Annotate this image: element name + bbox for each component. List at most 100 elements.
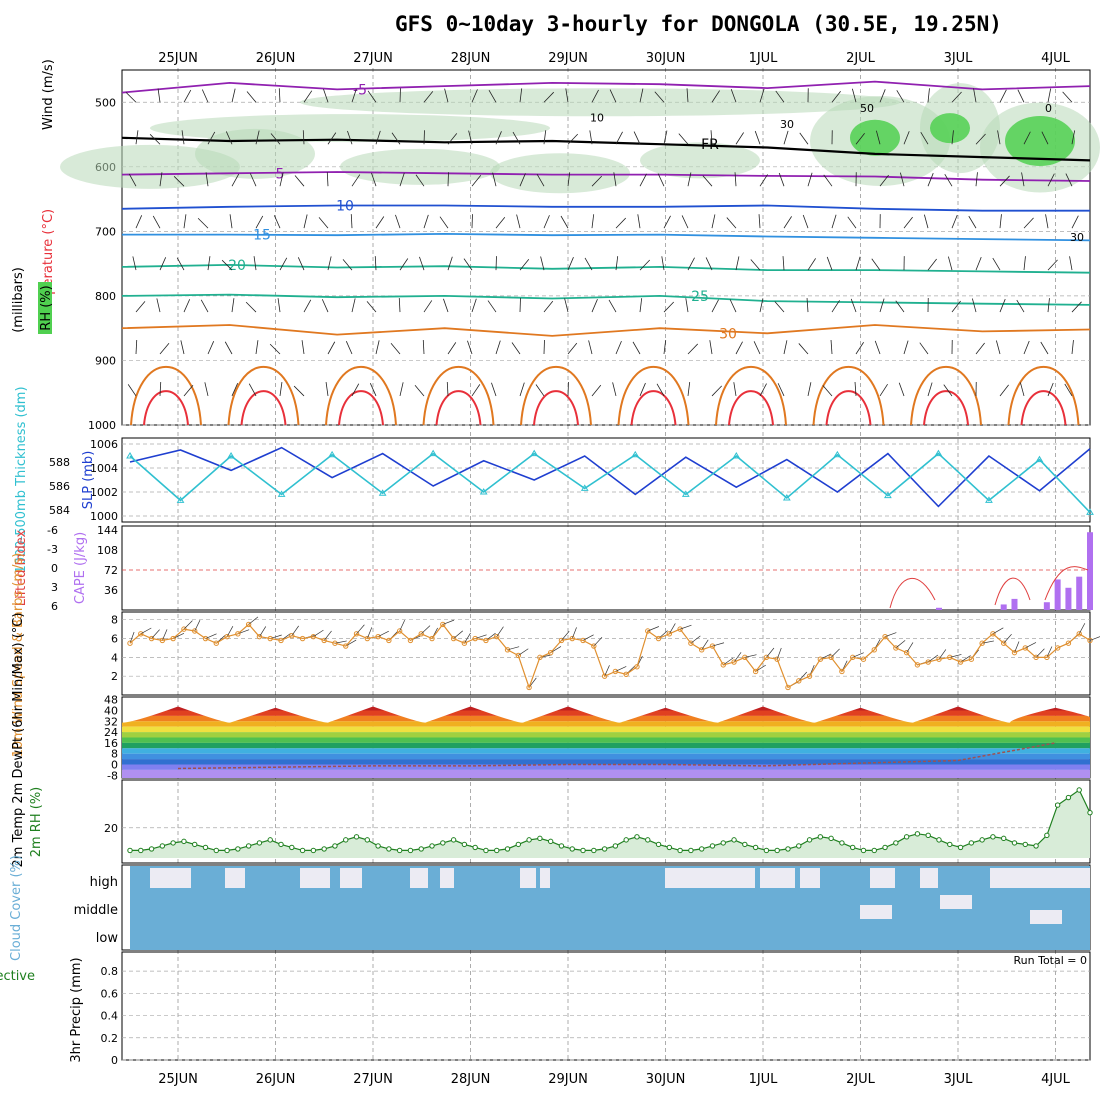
cloud-gap-high — [150, 868, 178, 888]
wind-barb — [135, 301, 146, 313]
ylabel-precip-total: Total / Rain Convective — [0, 969, 35, 984]
slp-tick-label: 1004 — [90, 462, 118, 475]
wind-barb — [830, 340, 833, 355]
wind-barb — [903, 216, 913, 229]
thickness-line — [129, 452, 1091, 513]
isotherm-40 — [825, 390, 872, 426]
date-label-top: 3JUL — [944, 51, 974, 66]
wind10m-barb — [1089, 636, 1100, 641]
wind-barb — [157, 88, 161, 103]
rh2m-point — [666, 844, 673, 851]
wind-barb — [278, 88, 281, 103]
date-label-top: 1JUL — [749, 51, 779, 66]
wind-barb — [399, 258, 409, 271]
wind-barb — [807, 172, 813, 187]
rh2m-point — [375, 843, 381, 849]
wind-barb — [255, 215, 264, 229]
rh-high-shading — [1005, 116, 1075, 166]
wind-barb — [637, 214, 641, 229]
rh2m-point — [343, 837, 349, 843]
isotherm-label: 30 — [719, 326, 737, 342]
rh-contour-label: 30 — [780, 118, 794, 131]
wind-barb — [447, 342, 457, 355]
wind-barb — [1071, 301, 1082, 313]
rh2m-point — [202, 844, 209, 851]
rh2m-point — [1001, 835, 1007, 842]
wind-barb — [798, 343, 809, 355]
rh-legend-swatch — [38, 282, 52, 334]
wind-barb — [374, 256, 377, 271]
wind-barb — [321, 299, 329, 313]
wind-barb — [632, 341, 641, 355]
isotherm-40 — [143, 390, 189, 426]
wind-barb — [318, 217, 329, 229]
wind-barb — [711, 90, 720, 103]
wind10m-barb — [701, 639, 709, 651]
rh2m-point — [299, 847, 306, 854]
wind10m-point — [138, 631, 144, 637]
thickness-point — [227, 452, 235, 459]
wind-barb — [639, 173, 647, 187]
rh2m-point — [429, 843, 435, 849]
temp-tick-label: 24 — [104, 726, 118, 739]
wind-barb — [685, 298, 689, 313]
wind10m-barb — [755, 664, 766, 672]
cloud-gap-high — [665, 868, 705, 888]
thickness-point — [429, 449, 438, 457]
cloud-gap-high — [700, 868, 755, 888]
rh2m-point — [871, 847, 877, 854]
wind-barb — [207, 131, 216, 145]
wind-barb — [831, 90, 841, 103]
ylabel-wind10m: 10m Wind Speed & Barbs (m/s) — [11, 553, 26, 758]
wind-barb — [132, 256, 137, 271]
date-label-bottom: 1JUL — [749, 1072, 779, 1087]
wind10m-barb — [669, 623, 676, 634]
isotherm-label: 10 — [336, 199, 354, 215]
wind10m-barb — [518, 648, 529, 656]
wind10m-barb — [733, 652, 742, 663]
thickness-point — [530, 449, 539, 457]
wind10m-barb — [270, 634, 282, 639]
wind10m-panel — [121, 611, 1091, 696]
wind-barb — [951, 130, 954, 145]
wind-barb — [419, 256, 425, 271]
wind-barb — [759, 383, 767, 397]
wind10m-point — [494, 633, 500, 640]
wind-barb — [847, 216, 857, 229]
wind-barb — [135, 130, 139, 145]
isotherm-35 — [227, 366, 300, 426]
wind-barb — [927, 258, 937, 271]
wind-barb — [997, 130, 1001, 145]
rh2m-point — [979, 837, 985, 843]
wind10m-point — [655, 635, 662, 642]
wind-barb — [325, 382, 329, 397]
date-label-bottom: 3JUL — [944, 1072, 974, 1087]
cloud-level-label: high — [90, 875, 118, 890]
wind-barb — [927, 173, 934, 187]
precip-tick-label: 0 — [111, 1054, 118, 1067]
wind10m-barb — [366, 627, 373, 639]
wind-barb — [156, 298, 161, 313]
wind-barb — [730, 88, 737, 103]
wind-barb — [903, 131, 910, 145]
wind-barb — [1069, 256, 1073, 271]
wind-barb — [463, 258, 473, 271]
cloud-gap-high — [340, 868, 362, 888]
wind-barb — [200, 299, 209, 313]
wind-barb — [323, 88, 329, 103]
wind-barb — [181, 130, 185, 145]
wind-barb — [471, 89, 478, 103]
wind-barb — [229, 214, 233, 229]
wind-barb — [927, 88, 930, 103]
precip-tick-label: 0.2 — [101, 1032, 119, 1045]
wind-barb — [657, 173, 665, 187]
date-label-top: 29JUN — [548, 51, 588, 66]
wind10m-barb — [1025, 642, 1037, 649]
temp-band — [122, 700, 1090, 705]
rh2m-point — [742, 841, 748, 848]
wind-barb — [826, 256, 833, 271]
thickness-point — [1035, 455, 1044, 463]
wind10m-barb — [162, 629, 168, 641]
wind10m-barb — [1035, 648, 1045, 658]
wind-barb — [1047, 298, 1050, 313]
